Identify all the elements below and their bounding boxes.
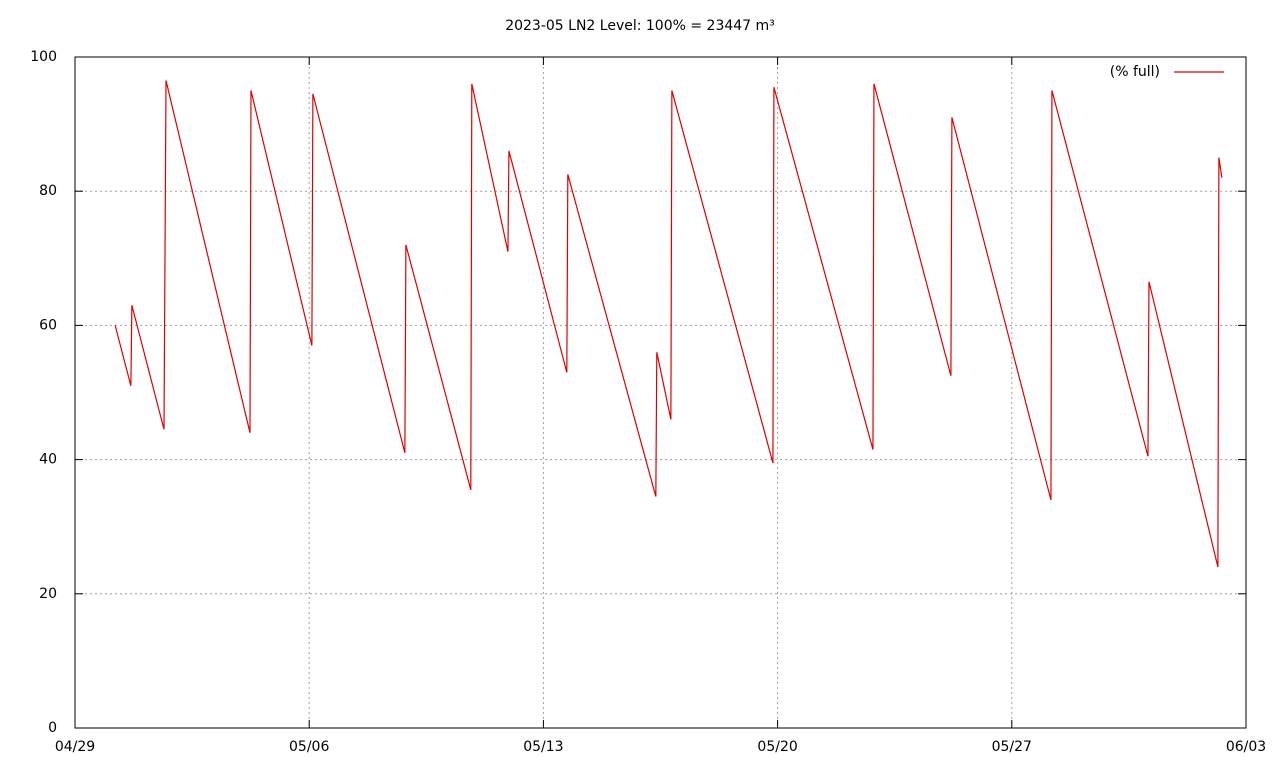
y-tick-label: 60 — [39, 317, 57, 333]
chart-title: 2023-05 LN2 Level: 100% = 23447 m³ — [505, 18, 775, 34]
x-tick-label: 06/03 — [1226, 739, 1266, 755]
x-tick-label: 05/20 — [757, 739, 797, 755]
y-tick-label: 20 — [39, 586, 57, 602]
x-tick-label: 05/27 — [992, 739, 1032, 755]
x-tick-label: 05/06 — [289, 739, 329, 755]
plot-frame — [74, 56, 1247, 729]
y-tick-label: 40 — [39, 452, 57, 468]
y-tick-label: 80 — [39, 183, 57, 199]
x-tick-label: 04/29 — [55, 739, 95, 755]
data-line — [114, 80, 1223, 568]
x-tick-label: 05/13 — [523, 739, 563, 755]
legend-label: (% full) — [1110, 64, 1160, 80]
y-tick-label: 0 — [48, 720, 57, 736]
y-tick-label: 100 — [30, 49, 57, 65]
